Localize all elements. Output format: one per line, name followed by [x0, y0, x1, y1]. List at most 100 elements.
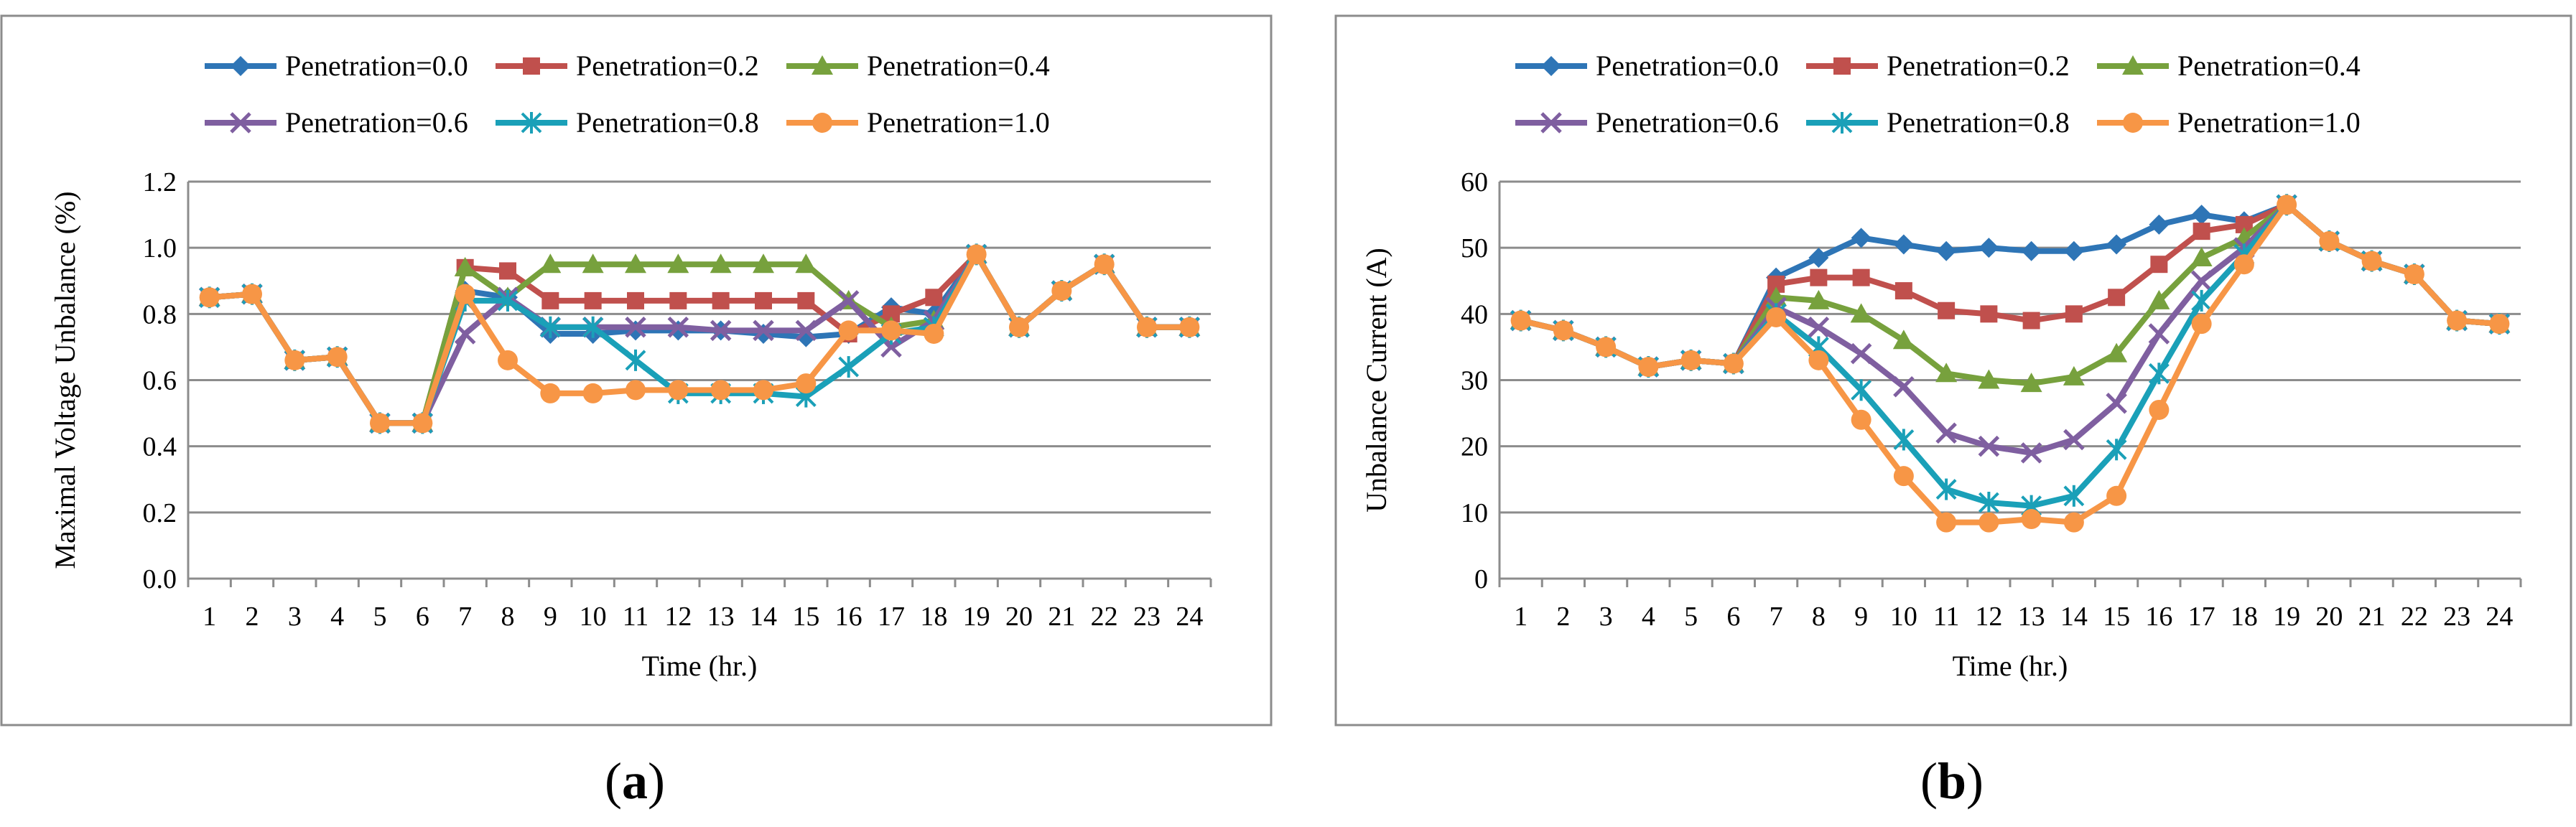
x-tick-label: 21: [1048, 602, 1075, 632]
legend-item: Penetration=0.4: [786, 50, 1050, 82]
y-tick-label: 10: [1461, 498, 1488, 528]
legend-item: Penetration=1.0: [2097, 106, 2361, 139]
data-point: [1553, 320, 1573, 341]
data-point: [2063, 365, 2085, 386]
data-point: [1980, 305, 1998, 323]
data-point: [753, 319, 774, 342]
x-tick-label: 6: [416, 602, 429, 632]
data-point: [625, 349, 646, 371]
data-point: [2148, 289, 2170, 309]
data-point: [796, 373, 817, 394]
data-point: [2106, 485, 2127, 506]
data-point: [2148, 323, 2170, 345]
data-point: [498, 350, 518, 370]
data-point: [1893, 375, 1915, 398]
data-point: [627, 291, 644, 309]
data-point: [753, 253, 774, 274]
y-tick-label: 0.6: [143, 366, 177, 396]
y-tick-label: 50: [1461, 233, 1488, 263]
chart-border: [1334, 14, 2572, 726]
data-point: [1596, 337, 1617, 358]
legend-label: Penetration=0.8: [1887, 106, 2070, 139]
x-tick-label: 2: [246, 602, 259, 632]
data-point: [1808, 247, 1829, 268]
data-point: [454, 256, 476, 276]
data-point: [2447, 310, 2468, 331]
data-point: [2063, 485, 2085, 507]
data-point: [2148, 363, 2170, 385]
data-point: [838, 356, 860, 378]
x-tick-label: 4: [330, 602, 344, 632]
x-tick-label: 10: [580, 602, 607, 632]
data-point: [710, 380, 731, 401]
x-tick-label: 16: [835, 602, 862, 632]
x-tick-label: 24: [1176, 602, 1203, 632]
x-tick-label: 12: [1975, 602, 2002, 632]
y-tick-label: 60: [1461, 167, 1488, 197]
data-point: [2063, 512, 2084, 533]
data-point: [1936, 512, 1957, 533]
data-point: [1935, 478, 1957, 500]
data-point: [1978, 369, 2000, 389]
data-point: [1852, 268, 1870, 286]
data-point: [710, 319, 732, 342]
legend-marker: [1831, 112, 1853, 134]
x-tick-label: 23: [1133, 602, 1161, 632]
x-tick-label: 5: [1684, 602, 1698, 632]
data-point: [497, 289, 519, 312]
data-point: [755, 291, 772, 309]
data-point: [539, 316, 561, 338]
legend-item: Penetration=0.6: [1515, 106, 1779, 139]
y-tick-label: 0.0: [143, 564, 177, 594]
data-point: [1938, 302, 1956, 319]
legend-marker: [523, 57, 540, 75]
x-tick-label: 1: [1514, 602, 1528, 632]
data-point: [2106, 392, 2127, 414]
data-point: [539, 253, 562, 274]
data-point: [1766, 307, 1787, 327]
data-point: [753, 380, 773, 401]
legend-marker: [521, 112, 542, 134]
legend-item: Penetration=1.0: [786, 106, 1050, 139]
legend-item: Penetration=0.6: [205, 106, 468, 139]
data-point: [881, 320, 901, 341]
data-point: [625, 316, 646, 338]
data-point: [625, 253, 646, 274]
y-tick-label: 1.0: [143, 233, 177, 263]
x-tick-label: 24: [2486, 602, 2513, 632]
data-point: [669, 291, 687, 309]
data-point: [1850, 303, 1872, 323]
data-point: [2191, 205, 2212, 225]
data-point: [455, 284, 475, 304]
legend-marker: [2123, 113, 2143, 133]
panel-caption: (a): [605, 752, 665, 810]
data-point: [1851, 379, 1872, 401]
data-point: [838, 320, 859, 341]
data-point: [2021, 509, 2042, 530]
legend-marker: [1540, 112, 1562, 134]
legend-label: Penetration=0.0: [285, 50, 468, 82]
legend-item: Penetration=0.2: [496, 50, 759, 82]
data-point: [710, 253, 732, 274]
data-point: [2404, 264, 2424, 285]
data-point: [541, 291, 559, 309]
x-tick-label: 20: [1005, 602, 1033, 632]
data-point: [1094, 254, 1115, 275]
legend-label: Penetration=0.0: [1596, 50, 1779, 82]
y-axis-title: Maximal Voltage Unbalance (%): [49, 191, 81, 569]
x-tick-label: 13: [2018, 602, 2045, 632]
x-tick-label: 11: [1933, 602, 1960, 632]
data-point: [1808, 350, 1829, 370]
y-tick-label: 1.2: [143, 167, 177, 197]
x-tick-label: 9: [1854, 602, 1868, 632]
x-tick-label: 5: [373, 602, 387, 632]
chart-panel-a: 0.00.20.40.60.81.01.21 2 3 4 5 6 7 8 9 10 11 12 13 14…: [0, 14, 1273, 810]
data-point: [540, 383, 561, 403]
data-point: [454, 323, 476, 345]
data-point: [2361, 251, 2382, 271]
data-point: [2489, 314, 2510, 335]
data-point: [668, 380, 689, 401]
x-tick-label: 22: [2401, 602, 2428, 632]
y-tick-label: 30: [1461, 366, 1488, 396]
